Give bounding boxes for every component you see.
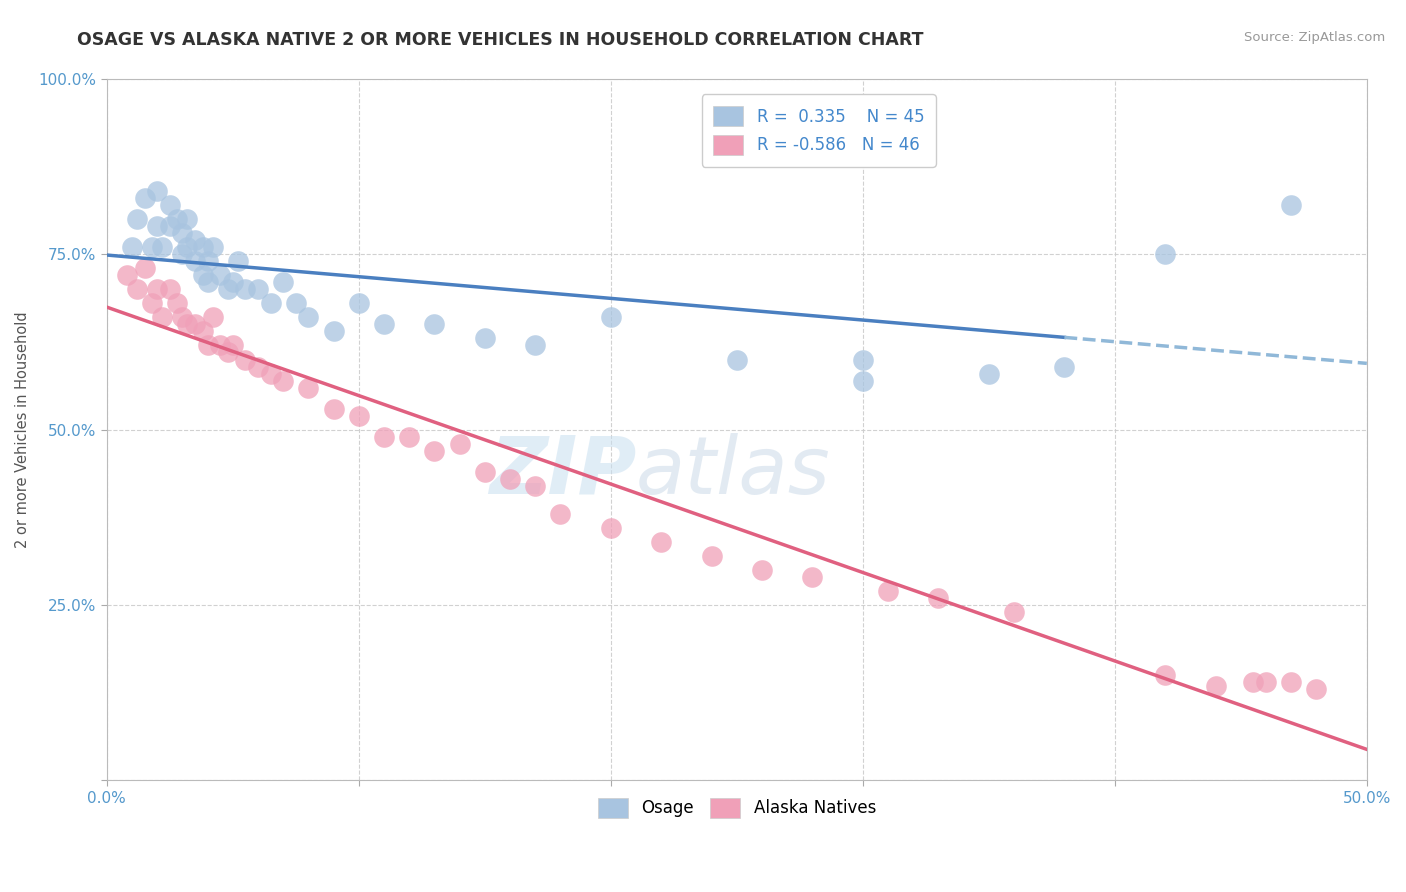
Point [1279,675,1302,690]
Point [474,465,496,479]
Point [146,282,169,296]
Point [134,261,156,276]
Point [166,212,188,227]
Point [297,310,319,325]
Point [217,282,239,296]
Point [184,254,207,268]
Point [115,268,138,283]
Point [271,276,294,290]
Point [146,219,169,234]
Point [1254,675,1277,690]
Point [373,318,395,332]
Point [423,443,446,458]
Point [977,367,1000,381]
Text: ZIP: ZIP [489,433,636,511]
Point [176,212,198,227]
Point [1154,668,1177,682]
Point [550,507,572,521]
Point [184,318,207,332]
Point [347,409,370,423]
Text: OSAGE VS ALASKA NATIVE 2 OR MORE VEHICLES IN HOUSEHOLD CORRELATION CHART: OSAGE VS ALASKA NATIVE 2 OR MORE VEHICLE… [77,31,924,49]
Point [1241,675,1264,690]
Point [398,430,420,444]
Point [347,296,370,310]
Point [1053,359,1076,374]
Point [524,479,547,493]
Point [423,318,446,332]
Point [125,212,148,227]
Point [141,296,163,310]
Point [801,570,824,584]
Point [172,247,194,261]
Point [201,310,224,325]
Point [197,276,219,290]
Point [121,240,143,254]
Point [449,436,471,450]
Point [217,345,239,359]
Point [146,184,169,198]
Point [235,282,257,296]
Point [725,352,748,367]
Point [209,268,232,283]
Point [150,310,173,325]
Point [134,191,156,205]
Point [599,310,621,325]
Point [235,352,257,367]
Point [176,240,198,254]
Point [524,338,547,352]
Point [226,254,249,268]
Point [852,352,875,367]
Point [191,325,214,339]
Point [877,583,900,598]
Point [197,338,219,352]
Point [222,338,245,352]
Point [1305,682,1327,697]
Point [927,591,949,605]
Point [222,276,245,290]
Point [184,233,207,247]
Point [599,521,621,535]
Point [852,374,875,388]
Point [1002,605,1025,619]
Point [499,472,522,486]
Point [159,219,181,234]
Point [284,296,307,310]
Point [259,296,281,310]
Point [322,325,344,339]
Point [650,534,672,549]
Point [191,240,214,254]
Text: Source: ZipAtlas.com: Source: ZipAtlas.com [1244,31,1385,45]
Point [259,367,281,381]
Point [141,240,163,254]
Point [176,318,198,332]
Point [700,549,723,563]
Point [246,282,269,296]
Point [297,380,319,394]
Point [751,563,773,577]
Point [209,338,232,352]
Point [373,430,395,444]
Point [166,296,188,310]
Point [197,254,219,268]
Point [172,310,194,325]
Point [201,240,224,254]
Point [474,331,496,345]
Point [1205,679,1227,693]
Point [271,374,294,388]
Point [125,282,148,296]
Point [159,198,181,212]
Point [322,401,344,416]
Point [159,282,181,296]
Y-axis label: 2 or more Vehicles in Household: 2 or more Vehicles in Household [15,311,30,548]
Point [1154,247,1177,261]
Point [1279,198,1302,212]
Point [150,240,173,254]
Point [172,227,194,241]
Legend: Osage, Alaska Natives: Osage, Alaska Natives [591,791,883,824]
Text: atlas: atlas [636,433,831,511]
Point [191,268,214,283]
Point [246,359,269,374]
